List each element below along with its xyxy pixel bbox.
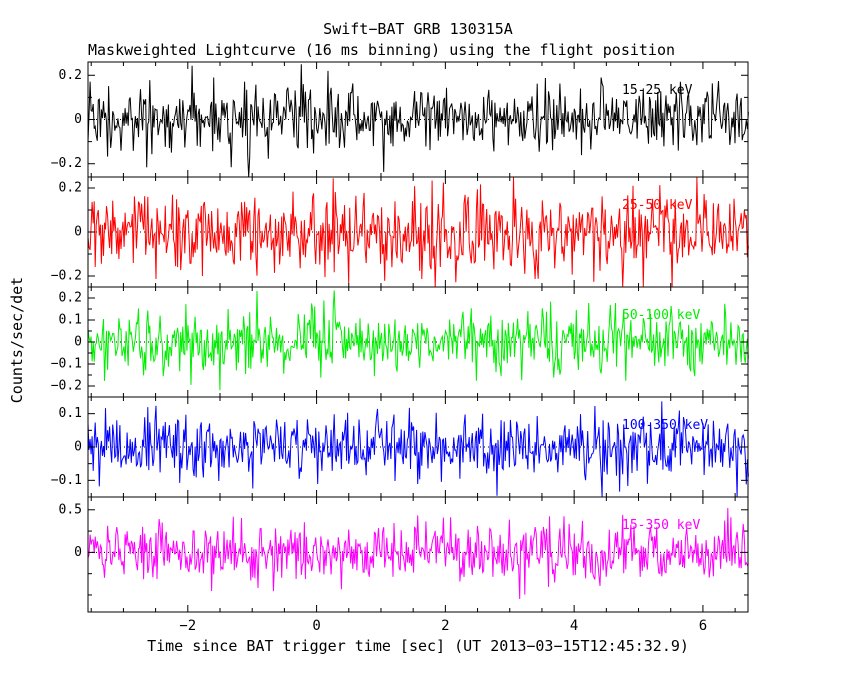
y-axis-label: Counts/sec/det xyxy=(8,276,26,404)
lightcurve-series-15-25-kev xyxy=(87,64,749,178)
band-label: 25-50 keV xyxy=(622,198,693,213)
lightcurve-series-15-350-kev xyxy=(87,507,749,600)
band-label: 100-350 keV xyxy=(622,418,708,433)
y-tick-label: 0 xyxy=(74,335,82,350)
y-tick-label: −0.2 xyxy=(51,379,82,394)
panel-15-25-kev: 0.2 0 −0.2 15-25 keV xyxy=(51,61,749,178)
x-tick-label: 4 xyxy=(570,618,578,634)
lightcurve-series-25-50-kev xyxy=(87,176,749,288)
y-tick-label: −0.2 xyxy=(51,269,82,284)
y-tick-label: 0.5 xyxy=(59,502,82,517)
panel-15-350-kev: 0.5 0 15-350 keV xyxy=(59,496,749,613)
panel-100-350-kev: 0.1 0 −0.1 100-350 keV xyxy=(51,396,749,498)
y-tick-label: −0.2 xyxy=(51,156,82,171)
y-tick-label: 0.1 xyxy=(59,406,82,421)
y-tick-label: −0.1 xyxy=(51,357,82,372)
y-tick-label: 0 xyxy=(74,440,82,455)
lightcurve-series-100-350-kev xyxy=(87,401,749,498)
y-tick-label: 0 xyxy=(74,225,82,240)
x-tick-label: −2 xyxy=(179,618,196,634)
y-tick-label: 0.1 xyxy=(59,313,82,328)
panel-50-100-kev: 0.2 0.1 0 −0.1 −0.2 50-100 keV xyxy=(51,286,749,398)
y-tick-label: −0.1 xyxy=(51,473,82,488)
y-tick-label: 0 xyxy=(74,112,82,127)
y-tick-label: 0.2 xyxy=(59,181,82,196)
panel-25-50-kev: 0.2 0 −0.2 25-50 keV xyxy=(51,176,749,288)
chart-subtitle: Maskweighted Lightcurve (16 ms binning) … xyxy=(88,41,675,59)
y-tick-label: 0.2 xyxy=(59,291,82,306)
y-tick-label: 0.2 xyxy=(59,68,82,83)
band-label: 15-25 keV xyxy=(622,83,693,98)
y-tick-label: 0 xyxy=(74,545,82,560)
band-label: 50-100 keV xyxy=(622,308,700,323)
lightcurve-series-50-100-kev xyxy=(87,290,749,391)
band-label: 15-350 keV xyxy=(622,518,700,533)
x-tick-label: 6 xyxy=(699,618,707,634)
chart-title: Swift−BAT GRB 130315A xyxy=(323,20,513,38)
x-tick-label: 0 xyxy=(312,618,320,634)
x-tick-label: 2 xyxy=(441,618,449,634)
x-axis-label: Time since BAT trigger time [sec] (UT 20… xyxy=(147,637,689,655)
